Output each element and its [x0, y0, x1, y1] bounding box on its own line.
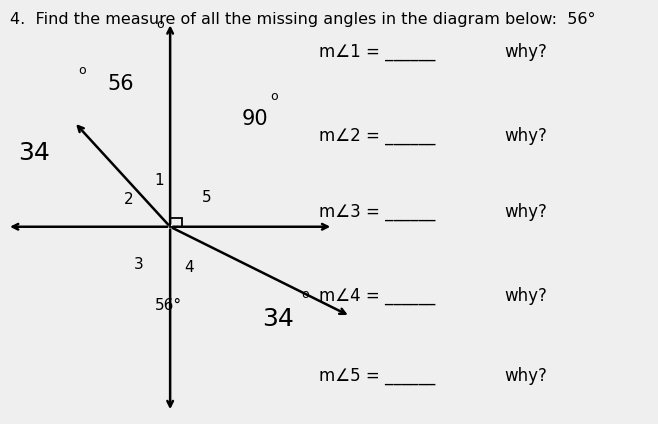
- Text: why?: why?: [505, 287, 547, 305]
- Text: why?: why?: [505, 127, 547, 145]
- Text: 34: 34: [18, 141, 51, 165]
- Text: why?: why?: [505, 367, 547, 385]
- Text: m∠1 = ______: m∠1 = ______: [319, 43, 435, 61]
- Text: o: o: [78, 64, 86, 78]
- Text: 5: 5: [201, 190, 211, 205]
- Text: 34: 34: [262, 307, 293, 332]
- Text: o: o: [270, 89, 278, 103]
- Text: why?: why?: [505, 203, 547, 221]
- Text: 1: 1: [155, 173, 164, 188]
- Text: why?: why?: [505, 43, 547, 61]
- Text: m∠2 = ______: m∠2 = ______: [319, 127, 435, 145]
- Text: 56: 56: [107, 73, 134, 94]
- Text: 4: 4: [184, 260, 194, 275]
- Text: 2: 2: [124, 192, 134, 207]
- Text: 90: 90: [241, 109, 268, 129]
- Text: 3: 3: [134, 257, 144, 272]
- Text: m∠5 = ______: m∠5 = ______: [319, 367, 435, 385]
- Text: m∠4 = ______: m∠4 = ______: [319, 287, 435, 305]
- Text: 4.  Find the measure of all the missing angles in the diagram below:  56°: 4. Find the measure of all the missing a…: [10, 12, 595, 27]
- Text: 56°: 56°: [155, 298, 182, 313]
- Text: m∠3 = ______: m∠3 = ______: [319, 203, 435, 221]
- Text: o: o: [156, 18, 163, 31]
- Text: o: o: [302, 287, 309, 301]
